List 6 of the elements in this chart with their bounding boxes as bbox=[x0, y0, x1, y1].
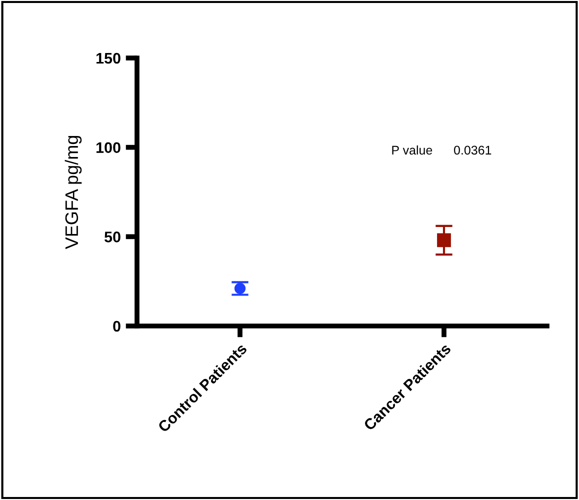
y-tick-label: 150 bbox=[96, 52, 120, 64]
y-tick-label: 50 bbox=[104, 232, 120, 242]
annotation: P value 0.0361 bbox=[392, 145, 492, 155]
y-tick-label: 0 bbox=[113, 320, 120, 332]
y-tick-label: 100 bbox=[96, 142, 120, 154]
y-axis-title: VEGFA pg/mg bbox=[64, 136, 82, 250]
